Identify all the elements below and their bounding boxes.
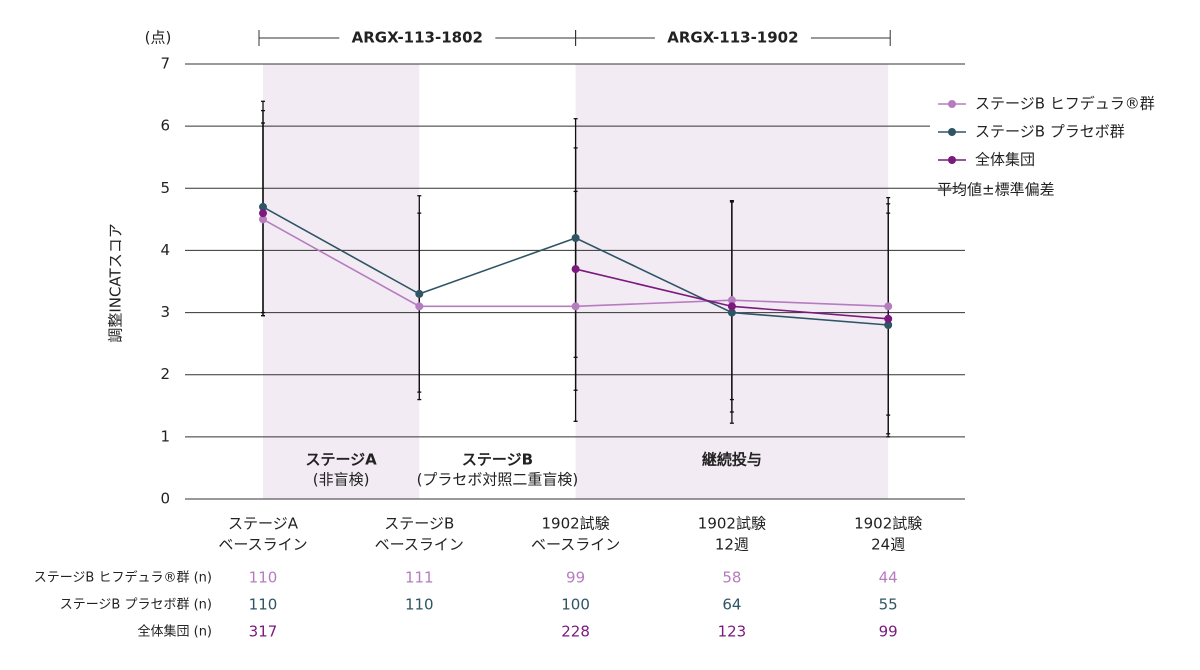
data-point	[884, 314, 893, 323]
x-tick-label: 1902試験	[698, 515, 766, 533]
x-tick-label: ベースライン	[531, 536, 620, 554]
x-tick-label: ベースライン	[218, 536, 307, 554]
n-value: 110	[249, 596, 278, 614]
phase-subtitle: (非盲検)	[313, 471, 370, 489]
phase-shade	[263, 64, 420, 499]
n-value: 44	[879, 569, 898, 587]
n-value: 228	[561, 623, 590, 641]
n-value: 110	[249, 569, 278, 587]
study-label: ARGX-113-1902	[667, 29, 798, 47]
n-value: 317	[249, 623, 278, 641]
n-row-label: ステージB ヒフデュラ®群 (n)	[34, 570, 212, 586]
data-point	[571, 265, 580, 274]
y-tick-label: 6	[160, 117, 170, 135]
data-point	[884, 321, 893, 329]
data-point	[727, 302, 736, 311]
n-value: 110	[405, 596, 434, 614]
legend-marker	[948, 128, 956, 136]
x-tick-label: ベースライン	[375, 536, 464, 554]
data-point	[415, 289, 424, 298]
data-point	[259, 202, 267, 211]
n-value: 123	[718, 623, 747, 641]
data-point	[259, 209, 267, 218]
n-value: 111	[405, 569, 434, 587]
legend-label: ステージB プラセボ群	[975, 123, 1125, 141]
data-point	[415, 302, 424, 311]
legend-label: ステージB ヒフデュラ®群	[975, 95, 1155, 113]
n-value: 99	[566, 569, 585, 587]
y-axis-label: 調整INCATスコア	[107, 223, 125, 342]
phase-title: ステージA	[305, 451, 377, 469]
x-tick-label: ステージA	[228, 515, 299, 533]
study-label-bg	[654, 27, 811, 49]
x-tick-label: 1902試験	[854, 515, 922, 533]
data-point	[727, 308, 736, 317]
data-point	[259, 215, 267, 224]
x-tick-label: ステージB	[384, 515, 454, 533]
phase-subtitle: (プラセボ対照二重盲検)	[417, 471, 579, 489]
phase-title: ステージB	[462, 451, 533, 469]
x-tick-label: 12週	[715, 536, 749, 554]
y-tick-label: 7	[160, 55, 170, 73]
x-tick-label: 24週	[871, 536, 905, 554]
data-point	[571, 234, 580, 242]
phase-title: 継続投与	[702, 451, 762, 469]
y-tick-label: 2	[160, 365, 170, 383]
n-value: 55	[879, 596, 898, 614]
y-tick-label: 4	[160, 241, 170, 259]
error-legend: 平均値±標準偏差	[937, 181, 1055, 199]
n-value: 100	[561, 596, 590, 614]
legend-marker	[948, 156, 956, 164]
n-value: 58	[722, 569, 741, 587]
legend-label: 全体集団	[975, 151, 1035, 169]
y-tick-label: 0	[160, 490, 170, 508]
study-label: ARGX-113-1802	[352, 29, 483, 47]
study-label-bg	[339, 27, 496, 49]
n-value: 64	[722, 596, 741, 614]
n-value: 99	[879, 623, 898, 641]
x-tick-label: 1902試験	[542, 515, 610, 533]
y-tick-label: 3	[160, 303, 170, 321]
data-point	[571, 302, 580, 311]
n-row-label: 全体集団 (n)	[137, 624, 212, 640]
n-row-label: ステージB プラセボ群 (n)	[60, 598, 212, 613]
data-point	[884, 302, 893, 311]
y-tick-label: 1	[160, 427, 170, 445]
y-tick-label: 5	[160, 179, 170, 197]
data-point	[727, 296, 736, 305]
legend-marker	[948, 100, 956, 108]
unit-label: (点)	[145, 29, 172, 47]
